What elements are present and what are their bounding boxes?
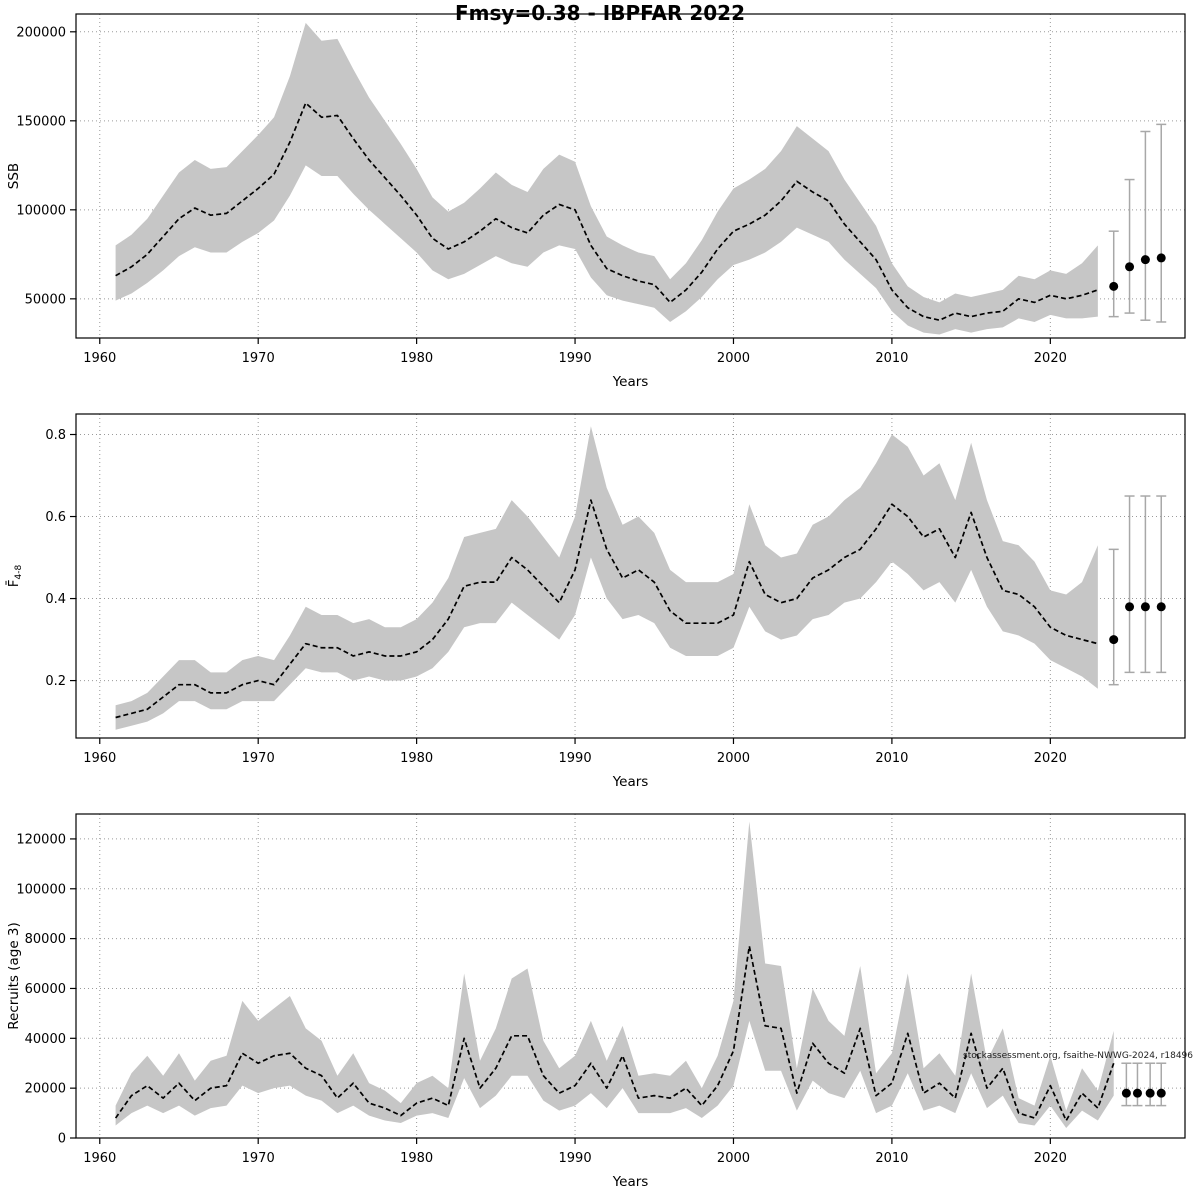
- forecast-point: [1140, 602, 1150, 612]
- median-line: [115, 102, 1099, 322]
- forecast-point: [1109, 635, 1119, 645]
- y-tick-label: 100000: [16, 203, 66, 218]
- y-axis-label: Recruits (age 3): [6, 922, 22, 1030]
- y-tick-label: 40000: [25, 1032, 66, 1047]
- x-tick-label: 2010: [875, 351, 908, 366]
- ssb-panel: 1960 1970 1980 1990 2000 2010 2020 50000 100000 1…: [0, 0, 1200, 400]
- x-tick-label: 1980: [400, 751, 433, 766]
- ssb-plot: 1960 1970 1980 1990 2000 2010 2020 50000 100000 1…: [6, 13, 1186, 390]
- forecast-point: [1145, 1088, 1155, 1098]
- y-tick-label: 0: [58, 1132, 66, 1147]
- x-tick-label: 1970: [242, 351, 275, 366]
- confidence-band: [115, 22, 1098, 335]
- x-tick-label: 1980: [400, 1151, 433, 1166]
- y-axis-label: F̄4-8: [5, 564, 24, 587]
- x-tick-label: 1960: [83, 1151, 116, 1166]
- median-line: [114, 945, 1115, 1122]
- watermark-text: stockassessment.org, fsaithe-NWWG-2024, …: [963, 1051, 1194, 1061]
- x-axis-label: Years: [612, 1174, 649, 1190]
- y-tick-label: 100000: [16, 882, 66, 897]
- forecast-point: [1132, 1088, 1142, 1098]
- x-axis-label: Years: [612, 374, 649, 390]
- y-tick-label: 50000: [25, 292, 66, 307]
- x-axis-label: Years: [612, 774, 649, 790]
- y-tick-label: 0.2: [45, 674, 66, 689]
- x-tick-label: 2000: [717, 1151, 750, 1166]
- x-tick-label: 1990: [559, 351, 592, 366]
- fbar-panel: 1960 1970 1980 1990 2000 2010 2020 0.2 0.4 0.6 0.8…: [0, 400, 1200, 800]
- recruits-panel: 1960 1970 1980 1990 2000 2010 2020 0 20000 40000 6…: [0, 800, 1200, 1200]
- x-tick-label: 2000: [717, 751, 750, 766]
- f-plot: 1960 1970 1980 1990 2000 2010 2020 0.2 0.4 0.6 0.8…: [5, 413, 1186, 790]
- rec-plot: 1960 1970 1980 1990 2000 2010 2020 0 20000 40000 6…: [6, 813, 1186, 1190]
- x-tick-label: 2020: [1034, 351, 1067, 366]
- forecast-point: [1156, 253, 1166, 263]
- x-tick-label: 1980: [400, 351, 433, 366]
- y-tick-label: 0.8: [45, 428, 66, 443]
- plot-border: [75, 13, 1186, 339]
- y-tick-label: 120000: [16, 832, 66, 847]
- forecast-point: [1156, 602, 1166, 612]
- x-tick-label: 1960: [83, 751, 116, 766]
- median-line: [115, 499, 1099, 719]
- x-tick-label: 1970: [242, 751, 275, 766]
- confidence-band: [115, 821, 1114, 1129]
- x-tick-label: 2020: [1034, 1151, 1067, 1166]
- forecast-point: [1121, 1088, 1131, 1098]
- forecast-point: [1140, 255, 1150, 265]
- y-tick-label: 150000: [16, 114, 66, 129]
- y-tick-label: 80000: [25, 932, 66, 947]
- y-tick-label: 0.4: [45, 592, 66, 607]
- plot-border: [75, 813, 1186, 1139]
- x-tick-label: 1990: [559, 751, 592, 766]
- x-tick-label: 1970: [242, 1151, 275, 1166]
- chart-title: Fmsy=0.38 - IBPFAR 2022: [455, 1, 745, 25]
- forecast-point: [1109, 281, 1119, 291]
- plot-border: [75, 413, 1186, 739]
- confidence-band: [115, 426, 1098, 730]
- x-tick-label: 1960: [83, 351, 116, 366]
- y-tick-label: 200000: [16, 25, 66, 40]
- y-tick-label: 0.6: [45, 510, 66, 525]
- x-tick-label: 2000: [717, 351, 750, 366]
- y-tick-label: 60000: [25, 982, 66, 997]
- x-tick-label: 2020: [1034, 751, 1067, 766]
- forecast-point: [1125, 262, 1135, 272]
- x-tick-label: 1990: [559, 1151, 592, 1166]
- forecast-point: [1156, 1088, 1166, 1098]
- x-tick-label: 2010: [875, 751, 908, 766]
- x-tick-label: 2010: [875, 1151, 908, 1166]
- y-tick-label: 20000: [25, 1082, 66, 1097]
- forecast-point: [1125, 602, 1135, 612]
- y-axis-label: SSB: [6, 163, 22, 189]
